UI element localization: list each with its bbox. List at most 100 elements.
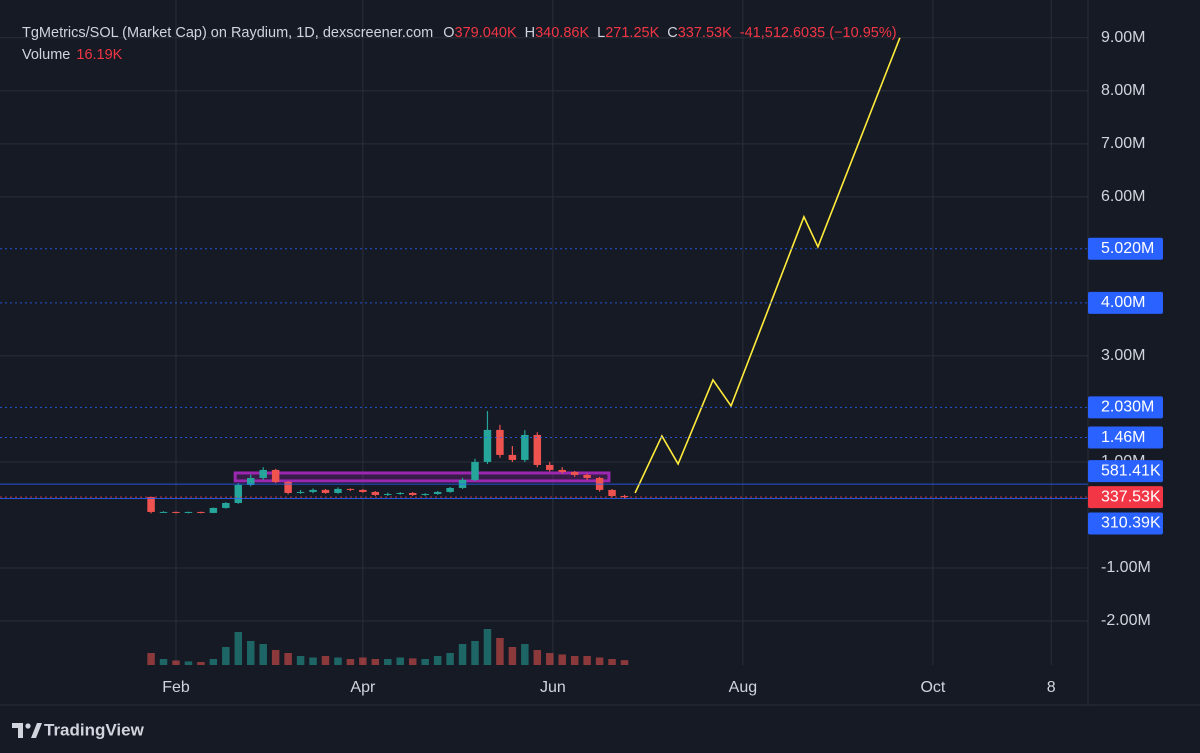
symbol: TgMetrics/SOL (Market Cap) on Raydium, 1… [22, 25, 433, 41]
volume-bar [147, 653, 155, 665]
price-label-box [1088, 460, 1163, 483]
y-tick-label: -1.00M [1101, 559, 1151, 576]
volume-bar [159, 659, 168, 665]
price-label-box [1088, 396, 1163, 419]
candle-body [334, 488, 342, 493]
candle-body [496, 429, 504, 455]
candle-body [359, 489, 367, 492]
y-tick-label: 9.00M [1101, 29, 1145, 46]
tradingview-logo: TradingView [12, 720, 145, 739]
change: -41,512.6035 (−10.95%) [740, 25, 897, 41]
x-tick-label: Oct [920, 679, 945, 696]
candle-body [446, 487, 454, 492]
candle-body [234, 484, 243, 503]
price-label: 581.41K [1101, 462, 1161, 479]
volume-bar [197, 662, 205, 665]
candle-body [259, 469, 267, 478]
x-tick-label: 8 [1047, 679, 1056, 696]
candle-body [184, 511, 193, 513]
candle-body [209, 507, 218, 513]
candle-body [159, 511, 168, 513]
volume-value: 16.19K [76, 47, 122, 63]
plot-area [0, 37, 1088, 665]
candle-body [546, 464, 554, 470]
volume-bar [458, 644, 467, 665]
candle-body [608, 489, 616, 496]
volume-bar [570, 656, 579, 665]
drawn-rectangle [233, 471, 611, 483]
candle-body [570, 471, 579, 475]
candle-body [222, 502, 230, 508]
y-tick-label: 7.00M [1101, 135, 1145, 152]
candle-body [384, 493, 392, 495]
candle-body [471, 461, 479, 480]
volume-bar [259, 644, 267, 665]
volume-bar [546, 653, 554, 665]
logo-dot [25, 723, 31, 729]
logo-mark [31, 723, 42, 738]
candle-body [247, 477, 255, 485]
y-tick-label: -2.00M [1101, 612, 1151, 629]
legend-line: TgMetrics/SOL (Market Cap) on Raydium, 1… [22, 25, 897, 41]
volume-bar [284, 653, 292, 665]
candle-body [309, 489, 317, 492]
volume-bar [421, 659, 429, 665]
volume-bar [184, 661, 193, 665]
candle-body [508, 454, 517, 460]
price-label: 337.53K [1101, 488, 1161, 505]
price-label-box [1088, 237, 1163, 260]
y-tick-label: 6.00M [1101, 188, 1145, 205]
volume-bar [433, 656, 442, 665]
h-value: 340.86K [535, 25, 589, 41]
candle-body [296, 491, 305, 493]
x-tick-label: Apr [350, 679, 376, 696]
volume-bar [359, 657, 367, 665]
candle-body [433, 491, 442, 494]
candle-body [147, 496, 155, 512]
volume-bar [296, 656, 305, 665]
candle-body [558, 469, 566, 472]
projection-line [634, 37, 901, 494]
volume-bar [346, 659, 355, 665]
price-label-box [1088, 426, 1163, 449]
volume-bar [321, 656, 330, 665]
candle-body [197, 511, 205, 513]
volume-bar [408, 658, 417, 665]
price-label: 310.39K [1101, 515, 1161, 532]
candle-body [321, 489, 330, 493]
logo-mark [12, 723, 23, 738]
candle-body [172, 511, 180, 513]
x-tick-label: Aug [729, 679, 757, 696]
c-value: 337.53K [678, 25, 732, 41]
volume-bar [371, 659, 380, 665]
o-value: 379.040K [455, 25, 517, 41]
volume-bar [209, 659, 218, 665]
volume-bar [384, 659, 392, 665]
volume-bar [483, 629, 492, 665]
h-key: H [525, 25, 535, 41]
price-label-box [1088, 486, 1163, 509]
volume-bar [471, 641, 479, 665]
y-tick-label: 3.00M [1101, 347, 1145, 364]
price-label-box [1088, 512, 1163, 535]
candle-body [533, 434, 542, 465]
price-label: 2.030M [1101, 399, 1154, 416]
volume-bar [271, 650, 280, 665]
candle-body [583, 474, 591, 478]
candle-body [620, 495, 629, 497]
candle-body [284, 481, 292, 493]
candle-body [408, 492, 417, 495]
price-label: 4.00M [1101, 294, 1145, 311]
volume-bar [508, 647, 517, 665]
volume-bar [334, 657, 342, 665]
x-tick-label: Jun [540, 679, 566, 696]
o-key: O [443, 25, 454, 41]
volume-bar [533, 650, 542, 665]
volume-bar [222, 647, 230, 665]
candle-body [396, 492, 404, 494]
y-tick-label: 8.00M [1101, 82, 1145, 99]
candle-body [271, 469, 280, 482]
l-value: 271.25K [605, 25, 659, 41]
